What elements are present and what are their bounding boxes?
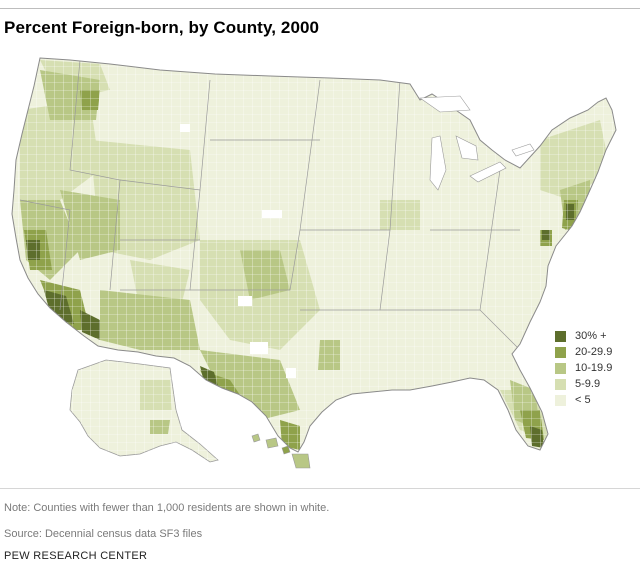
- footer-rule: [0, 488, 640, 489]
- alaska-inset: [69, 359, 219, 463]
- legend-label: 5-9.9: [575, 378, 601, 390]
- legend-swatch: [555, 363, 566, 374]
- hawaii-inset: [251, 433, 311, 469]
- great-lakes: [419, 95, 535, 191]
- legend-swatch: [555, 347, 566, 358]
- legend-label: 10-19.9: [575, 362, 613, 374]
- legend-swatch: [555, 331, 566, 342]
- legend-label: 30% +: [575, 330, 607, 342]
- source-line: Source: Decennial census data SF3 files: [4, 528, 203, 540]
- publisher-brand: PEW RESEARCH CENTER: [4, 550, 148, 562]
- legend-swatch: [555, 379, 566, 390]
- chart-title: Percent Foreign-born, by County, 2000: [4, 18, 320, 37]
- state-borders: [19, 59, 521, 351]
- legend-label: < 5: [575, 394, 591, 406]
- legend-swatch: [555, 395, 566, 406]
- us-county-map: [11, 57, 617, 469]
- top-rule: [0, 8, 640, 9]
- footnote: Note: Counties with fewer than 1,000 res…: [4, 502, 330, 514]
- legend-label: 20-29.9: [575, 346, 613, 358]
